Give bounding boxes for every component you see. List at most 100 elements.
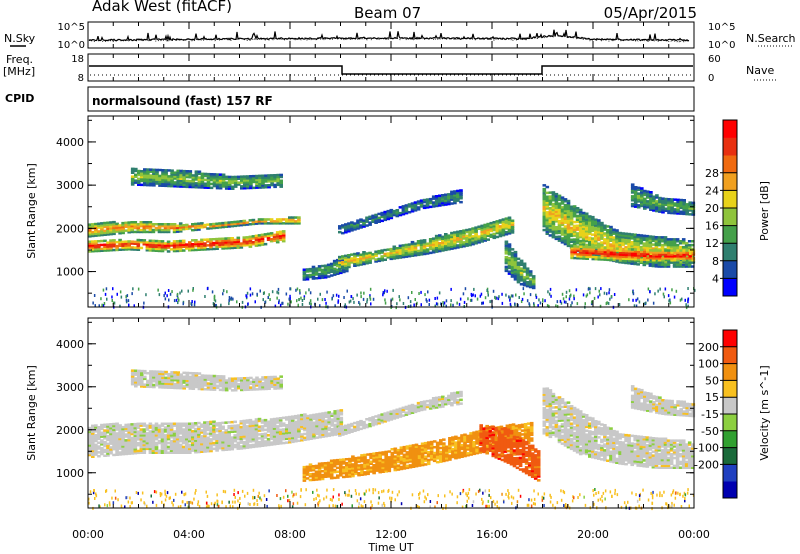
echo-cell <box>203 242 207 245</box>
echo-cell <box>300 433 304 436</box>
echo-cell <box>212 302 215 305</box>
echo-cell <box>481 301 483 305</box>
echo-cell <box>218 427 222 431</box>
echo-cell <box>176 185 180 188</box>
echo-cell <box>136 248 141 251</box>
echo-cell <box>652 255 656 258</box>
echo-cell <box>127 431 131 434</box>
echo-cell <box>416 208 421 211</box>
echo-cell <box>542 184 547 187</box>
echo-cell <box>458 302 461 306</box>
echo-cell <box>368 251 372 255</box>
echo-cell <box>594 287 597 291</box>
echo-cell <box>109 229 113 232</box>
echo-cell <box>566 234 571 238</box>
echo-cell <box>212 182 217 186</box>
echo-cell <box>374 215 378 219</box>
echo-cell <box>212 436 216 439</box>
echo-cell <box>200 448 204 452</box>
echo-cell <box>582 247 586 251</box>
echo-cell <box>191 377 196 381</box>
echo-cell <box>173 183 177 186</box>
echo-cell <box>175 226 180 229</box>
echo-cell <box>94 437 98 441</box>
echo-cell <box>291 222 295 225</box>
echo-cell <box>179 386 183 390</box>
echo-cell <box>176 179 180 182</box>
noise-sky-line <box>88 29 690 43</box>
echo-cell <box>344 223 348 226</box>
echo-cell <box>633 262 637 266</box>
echo-cell <box>120 295 123 299</box>
echo-cell <box>612 242 616 245</box>
echo-cell <box>600 254 605 257</box>
echo-cell <box>639 242 644 245</box>
echo-cell <box>667 198 671 201</box>
echo-cell <box>356 227 360 230</box>
echo-cell <box>652 195 656 198</box>
echo-cell <box>332 294 335 298</box>
echo-cell <box>233 389 238 392</box>
echo-cell <box>600 231 604 235</box>
echo-cell <box>444 195 448 198</box>
echo-cell <box>597 250 602 253</box>
echo-cell <box>651 247 656 250</box>
echo-cell <box>557 210 562 213</box>
echo-cell <box>542 191 547 195</box>
echo-cell <box>109 448 113 451</box>
echo-cell <box>249 184 253 188</box>
echo-cell <box>528 278 533 281</box>
echo-cell <box>154 424 159 427</box>
nave-label: Nave <box>746 64 774 77</box>
echo-cell <box>224 237 228 240</box>
echo-cell <box>581 217 586 221</box>
echo-cell <box>327 426 331 430</box>
echo-cell <box>546 304 549 308</box>
echo-cell <box>347 254 351 257</box>
echo-cell <box>100 441 104 444</box>
echo-cell <box>563 219 568 222</box>
echo-cell <box>338 225 342 228</box>
echo-cell <box>404 204 409 207</box>
echo-cell <box>130 423 134 426</box>
echo-cell <box>267 379 271 383</box>
echo-cell <box>269 418 274 421</box>
echo-cell <box>428 303 430 306</box>
echo-cell <box>191 228 195 232</box>
echo-cell <box>584 232 589 235</box>
echo-cell <box>609 225 613 229</box>
echo-cell <box>218 437 222 440</box>
echo-cell <box>146 174 150 177</box>
echo-cell <box>341 264 345 268</box>
echo-cell <box>158 386 162 389</box>
echo-cell <box>191 180 196 183</box>
echo-cell <box>106 446 110 449</box>
echo-cell <box>636 297 639 301</box>
echo-cell <box>203 430 207 434</box>
echo-cell <box>444 248 448 252</box>
echo-cell <box>251 420 256 423</box>
echo-cell <box>175 247 180 251</box>
echo-cell <box>194 424 198 427</box>
echo-cell <box>197 435 201 438</box>
echo-cell <box>667 207 671 211</box>
echo-cell <box>148 245 153 248</box>
echo-cell <box>152 376 156 379</box>
echo-cell <box>336 419 341 422</box>
echo-cell <box>212 432 216 435</box>
echo-cell <box>148 445 153 449</box>
echo-cell <box>642 263 647 267</box>
echo-cell <box>140 379 144 382</box>
echo-cell <box>572 240 577 243</box>
echo-cell <box>185 245 189 248</box>
echo-cell <box>582 255 586 258</box>
echo-cell <box>130 167 135 171</box>
echo-cell <box>600 256 605 259</box>
echo-cell <box>369 295 371 299</box>
echo-cell <box>233 440 237 443</box>
echo-cell <box>164 384 168 387</box>
echo-cell <box>675 243 680 247</box>
echo-cell <box>392 255 397 258</box>
echo-cell <box>206 382 211 385</box>
echo-cell <box>317 265 322 268</box>
